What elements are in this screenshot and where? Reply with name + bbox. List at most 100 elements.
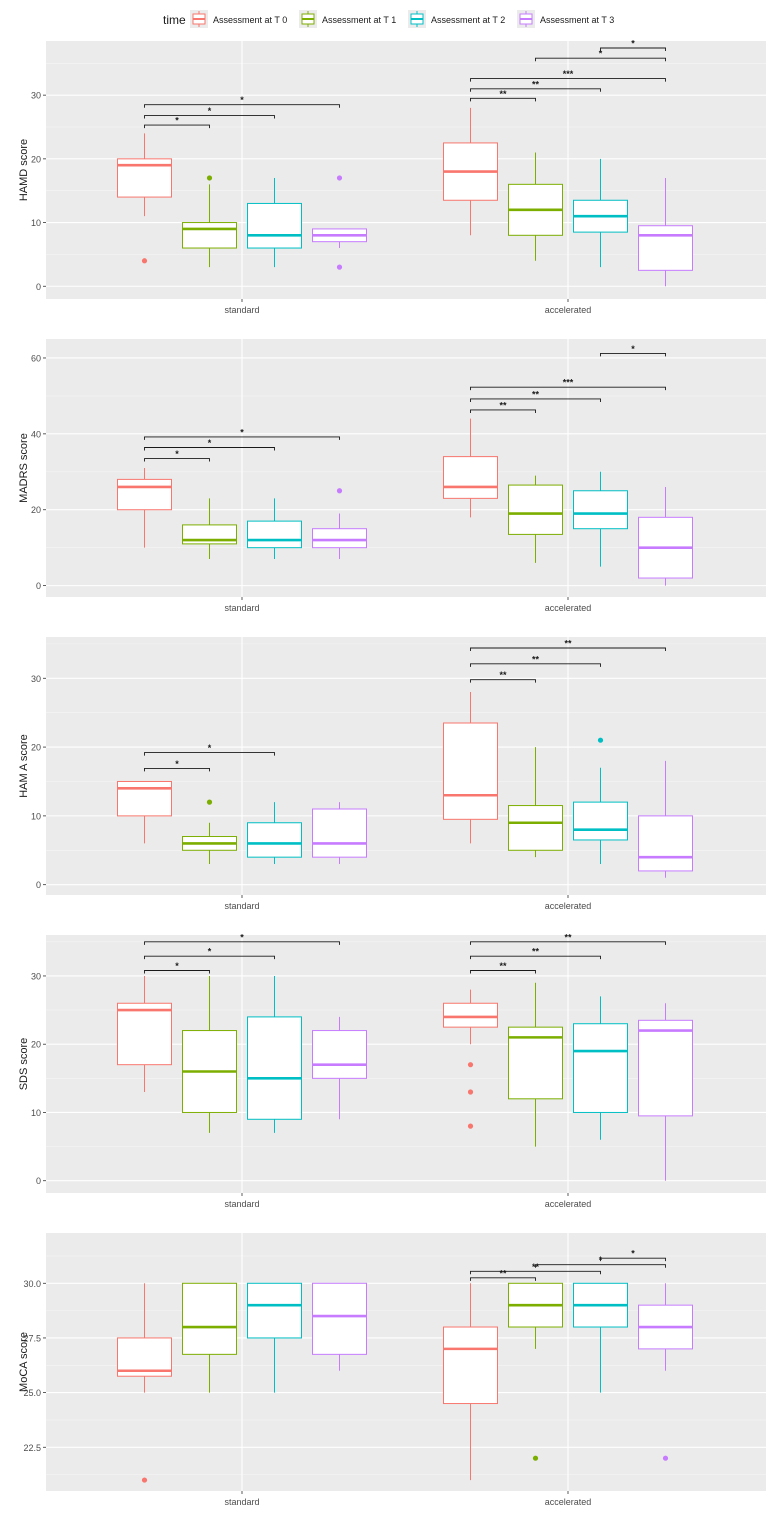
bracket-line [470, 941, 666, 945]
outlier-point [662, 1455, 669, 1461]
bracket-line [470, 88, 601, 92]
y-axis-title: MoCA score [18, 1332, 30, 1392]
box [247, 202, 302, 249]
y-axis-title: MADRS score [18, 433, 30, 503]
box [443, 456, 498, 499]
bracket-line [144, 955, 275, 960]
boxplot-3-1 [638, 486, 693, 586]
y-axis-title: HAM A score [18, 734, 30, 798]
outlier-point [206, 799, 213, 805]
y-tick-label: 0 [36, 880, 41, 890]
legend-label: Assessment at T 1 [322, 15, 396, 25]
significance-label: ** [532, 79, 540, 89]
boxplot-1-1 [508, 1282, 563, 1461]
box [247, 520, 302, 549]
bracket-line [470, 955, 601, 960]
bracket-line [144, 752, 275, 756]
significance-bracket: ** [470, 932, 666, 945]
bracket-line [144, 767, 210, 772]
bracket-line [470, 386, 666, 391]
outlier-point [336, 264, 343, 270]
boxplot-1-1 [508, 152, 563, 261]
x-tick-label: accelerated [545, 603, 592, 613]
boxplot-2-0 [247, 802, 302, 865]
boxplot-1-1 [508, 747, 563, 858]
box [508, 1026, 563, 1100]
box [443, 1326, 498, 1405]
box [247, 822, 302, 858]
significance-label: * [240, 427, 244, 437]
box [247, 1282, 302, 1339]
significance-bracket: ** [470, 947, 601, 960]
x-tick-label: accelerated [545, 1497, 592, 1507]
boxplot-3-1 [638, 760, 693, 878]
significance-label: * [208, 947, 212, 957]
box [573, 801, 628, 841]
significance-bracket: ** [470, 1268, 536, 1281]
boxplot-2-0 [247, 1282, 302, 1393]
bracket-line [470, 78, 666, 82]
outlier-point [467, 1062, 474, 1068]
boxplot-0-0 [117, 468, 172, 548]
y-tick-label: 20 [31, 1040, 41, 1050]
significance-label: *** [563, 378, 574, 388]
boxplot-0-0 [117, 975, 172, 1092]
x-tick-label: standard [224, 1199, 259, 1209]
significance-bracket: ** [470, 389, 601, 402]
significance-label: * [175, 116, 179, 126]
significance-bracket: ** [470, 654, 601, 667]
significance-label: * [175, 449, 179, 459]
significance-label: ** [564, 932, 572, 942]
bracket-line [535, 57, 666, 62]
outlier-point [532, 1455, 539, 1461]
box [117, 780, 172, 817]
outlier-point [336, 488, 343, 494]
y-tick-label: 10 [31, 1108, 41, 1118]
boxplot-1-0 [182, 498, 237, 560]
y-tick-label: 40 [31, 429, 41, 439]
bracket-line [470, 647, 666, 652]
bracket-line [600, 1257, 666, 1262]
significance-bracket: * [144, 106, 275, 119]
bracket-line [470, 409, 536, 413]
boxplot-3-0 [312, 802, 367, 865]
box [638, 1019, 693, 1117]
bracket-line [600, 352, 666, 357]
significance-label: * [631, 39, 635, 49]
box [312, 808, 367, 858]
bracket-line [470, 1277, 536, 1281]
box [182, 222, 237, 249]
outlier-point [206, 175, 213, 181]
significance-label: * [175, 759, 179, 769]
significance-label: * [208, 743, 212, 753]
significance-label: ** [532, 389, 540, 399]
box [247, 1016, 302, 1120]
boxplot-2-1 [573, 1282, 628, 1393]
y-tick-label: 10 [31, 811, 41, 821]
significance-bracket: ** [470, 400, 536, 413]
legend-label: Assessment at T 2 [431, 15, 505, 25]
x-tick-label: standard [224, 305, 259, 315]
significance-bracket: * [144, 438, 275, 451]
box [443, 1002, 498, 1028]
y-tick-label: 20 [31, 743, 41, 753]
significance-bracket: *** [470, 378, 666, 391]
y-tick-label: 30 [31, 91, 41, 101]
y-tick-label: 30 [31, 674, 41, 684]
significance-bracket: * [600, 344, 666, 357]
significance-bracket: * [600, 1249, 666, 1262]
significance-label: ** [532, 947, 540, 957]
bracket-line [470, 663, 601, 667]
y-tick-label: 30.0 [23, 1279, 41, 1289]
x-tick-label: standard [224, 901, 259, 911]
boxplot-0-1 [443, 1283, 498, 1481]
boxplot-3-1 [638, 1283, 693, 1461]
y-tick-label: 30 [31, 971, 41, 981]
boxplot-2-0 [247, 177, 302, 268]
box [573, 1023, 628, 1113]
boxplot-2-0 [247, 975, 302, 1133]
significance-bracket: ** [470, 639, 666, 652]
boxplot-1-0 [182, 1282, 237, 1393]
